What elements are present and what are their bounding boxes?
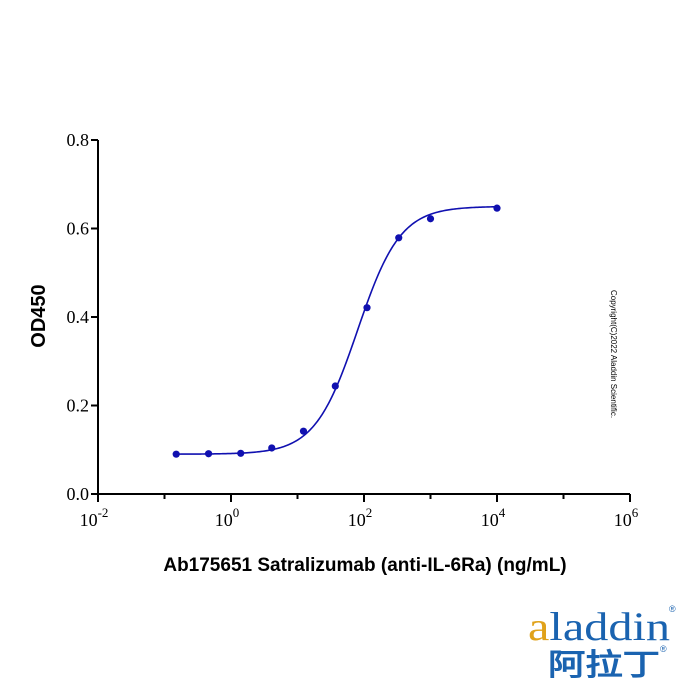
x-tick-label: 102 <box>348 505 373 530</box>
x-tick-label: 10-2 <box>80 505 109 530</box>
y-tick-label: 0.2 <box>67 396 90 416</box>
data-point <box>299 427 308 435</box>
y-tick-label: 0.0 <box>67 484 90 504</box>
axes <box>97 140 630 495</box>
data-point <box>172 450 180 458</box>
fit-curve <box>176 205 498 455</box>
y-tick-label: 0.4 <box>67 307 90 327</box>
data-point <box>395 234 403 242</box>
y-tick-label: 0.6 <box>67 219 90 239</box>
fit-curve-group <box>176 205 498 455</box>
data-point <box>331 382 339 390</box>
x-tick-label: 106 <box>614 505 639 530</box>
data-point <box>237 449 245 457</box>
y-axis-title: OD450 <box>28 284 50 347</box>
data-points <box>172 204 501 458</box>
x-tick-label: 100 <box>215 505 240 530</box>
data-point <box>204 450 213 458</box>
aladdin-logo: alad d in ® 阿拉丁 ® <box>528 604 676 683</box>
x-ticks: 10-2 100 102 104 106 <box>80 494 639 530</box>
brand-latin-text: alad d in <box>528 604 670 649</box>
data-point <box>268 444 276 452</box>
x-axis-title: Ab175651 Satralizumab (anti-IL-6Ra) (ng/… <box>163 555 566 576</box>
data-point <box>493 204 501 212</box>
copyright-text: Copyright(C)2022 Aladdin Scientific. <box>609 290 618 418</box>
y-tick-label: 0.8 <box>67 130 90 150</box>
data-point <box>426 215 435 223</box>
y-ticks: 0.0 0.2 0.4 0.6 0.8 <box>67 130 98 504</box>
registered-mark: ® <box>669 604 676 614</box>
x-tick-label: 104 <box>481 505 506 530</box>
brand-cjk-text: 阿拉丁 <box>548 648 660 683</box>
registered-mark-cjk: ® <box>660 644 667 654</box>
data-point <box>363 304 371 312</box>
